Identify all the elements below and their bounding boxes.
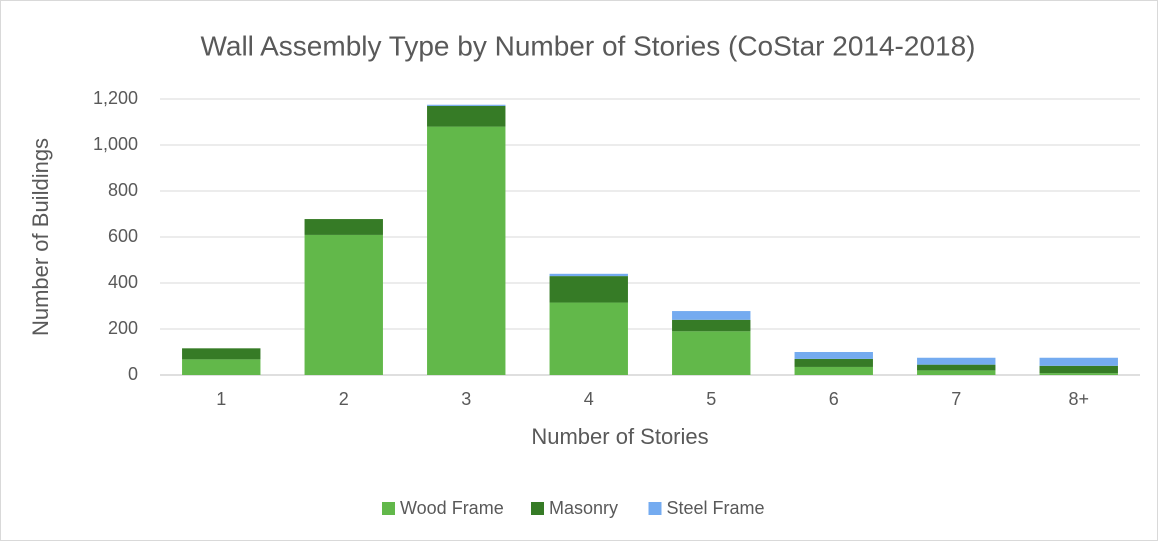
y-tick-label: 800: [108, 180, 138, 200]
x-tick-label: 1: [216, 389, 226, 409]
x-axis-label: Number of Stories: [531, 424, 708, 449]
y-tick-label: 200: [108, 318, 138, 338]
bar-segment: [427, 105, 506, 127]
y-tick-label: 600: [108, 226, 138, 246]
bar-segment: [549, 302, 628, 375]
legend-swatch: [531, 502, 544, 515]
bar-segment: [304, 219, 383, 235]
x-tick-label: 7: [951, 389, 961, 409]
x-tick-label: 8+: [1068, 389, 1089, 409]
bar-segment: [549, 276, 628, 303]
legend-label: Masonry: [549, 498, 618, 518]
legend-swatch: [382, 502, 395, 515]
bar-segment: [1039, 365, 1118, 374]
x-tick-label: 5: [706, 389, 716, 409]
bar-segment: [427, 126, 506, 375]
bar-segment: [917, 364, 996, 371]
bar-segment: [182, 359, 261, 375]
chart-title: Wall Assembly Type by Number of Stories …: [200, 30, 975, 61]
y-axis-label: Number of Buildings: [28, 138, 53, 336]
y-tick-label: 1,200: [93, 88, 138, 108]
y-tick-label: 0: [128, 364, 138, 384]
x-tick-label: 2: [339, 389, 349, 409]
bar-segment: [182, 348, 261, 360]
bar-segment: [549, 273, 628, 277]
bar-segment: [917, 370, 996, 375]
bar-segment: [672, 319, 751, 332]
bar-segment: [427, 104, 506, 106]
legend-label: Wood Frame: [400, 498, 504, 518]
x-tick-label: 3: [461, 389, 471, 409]
bar-segment: [1039, 373, 1118, 375]
bar-segment: [1039, 357, 1118, 366]
bar-segment: [672, 331, 751, 375]
y-tick-label: 400: [108, 272, 138, 292]
x-tick-label: 4: [584, 389, 594, 409]
bar-segment: [794, 358, 873, 367]
bar-segment: [794, 352, 873, 359]
y-tick-label: 1,000: [93, 134, 138, 154]
bar-segment: [794, 366, 873, 375]
bar-segment: [917, 357, 996, 365]
legend-swatch: [648, 502, 662, 515]
x-tick-label: 6: [829, 389, 839, 409]
bar-segment: [304, 234, 383, 375]
bar-segment: [672, 311, 751, 320]
legend-label: Steel Frame: [667, 498, 765, 518]
